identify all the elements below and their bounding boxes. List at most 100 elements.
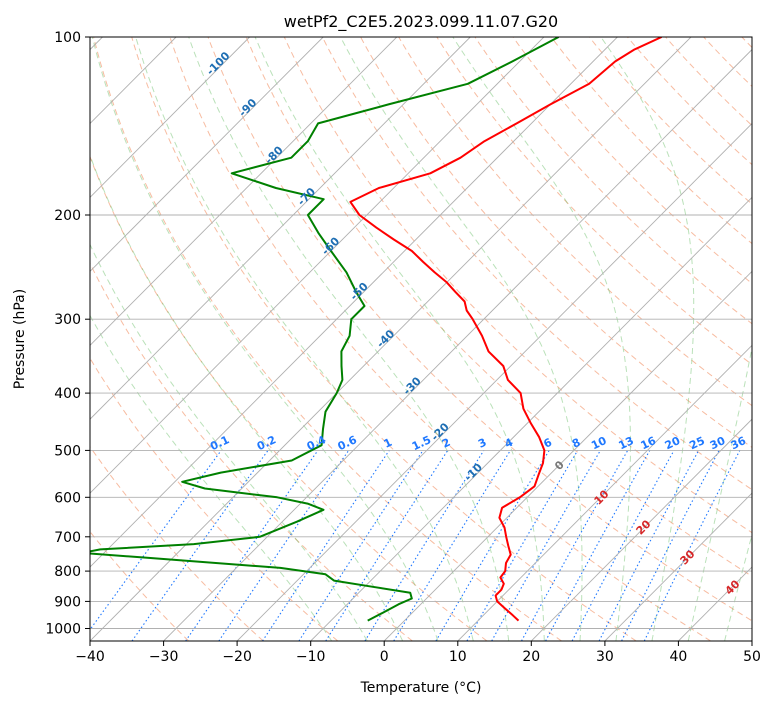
x-tick-label: 40 <box>669 649 687 665</box>
mixing-ratio-line <box>298 450 424 641</box>
mixing-ratio-label: 20 <box>663 434 683 452</box>
x-tick-label: −40 <box>75 649 105 665</box>
dry-adiabat-line <box>550 37 752 245</box>
mixing-ratio-line <box>545 450 651 641</box>
y-tick-label: 100 <box>54 30 81 46</box>
grid-lines <box>90 37 752 641</box>
dewpoint-profile-line <box>90 37 560 622</box>
dry-adiabat-label: 20 <box>634 517 654 537</box>
x-tick-label: 10 <box>449 649 467 665</box>
x-axis-ticks: −40 −30 −20 −10 0 10 20 30 40 50 <box>75 641 761 665</box>
y-tick-label: 1000 <box>45 622 81 638</box>
isotherm-grid-line <box>457 344 752 641</box>
x-tick-label: 0 <box>380 649 389 665</box>
dry-adiabat-line <box>90 262 413 641</box>
moist-adiabat-line <box>339 37 583 641</box>
mixing-ratio-line <box>218 450 350 641</box>
dry-adiabat-line <box>90 530 189 641</box>
x-tick-label: 50 <box>743 649 761 665</box>
moist-adiabat-line <box>600 37 695 641</box>
mixing-ratio-line <box>90 450 222 631</box>
dry-adiabat-line <box>245 37 752 577</box>
mixing-ratio-line <box>598 450 700 641</box>
mixing-ratio-label: 4 <box>503 436 516 451</box>
temperature-profile-line <box>349 37 663 622</box>
moist-adiabat-line <box>91 37 439 641</box>
isotherm-grid-line <box>310 196 752 641</box>
moist-adiabat-line <box>90 314 333 641</box>
isotherm-grid-line <box>90 37 618 568</box>
y-axis-label: Pressure (hPa) <box>12 289 28 389</box>
dry-adiabat-line <box>398 37 752 407</box>
mixing-ratio-line <box>521 450 629 641</box>
isotherm-grid-line <box>90 37 250 199</box>
mixing-ratio-line <box>364 450 485 641</box>
dry-adiabat-line <box>90 445 264 641</box>
dry-adiabat-line <box>90 155 488 641</box>
mixing-ratio-label: 25 <box>687 434 706 452</box>
moist-adiabat-label: -100 <box>204 49 233 78</box>
mixing-ratio-label: 10 <box>589 434 609 452</box>
moist-adiabat-line <box>687 345 752 641</box>
dry-adiabat-line <box>93 37 562 641</box>
dry-adiabat-line <box>90 357 339 641</box>
y-tick-label: 300 <box>54 312 81 328</box>
y-tick-label: 600 <box>54 490 81 506</box>
moist-adiabat-line <box>724 533 752 641</box>
dry-adiabat-line <box>131 37 637 641</box>
moist-adiabat-label: -40 <box>374 327 397 350</box>
dry-adiabat-line <box>207 37 752 622</box>
mixing-ratio-line <box>393 450 511 641</box>
isotherm-grid-line <box>236 122 752 641</box>
dry-adiabat-line <box>767 24 775 641</box>
moist-adiabat-line <box>135 37 474 641</box>
mixing-ratio-line <box>571 450 675 641</box>
dry-adiabat-line <box>588 37 752 205</box>
zero-isotherm-label: 0 <box>552 458 567 473</box>
moist-adiabat-line <box>452 37 631 641</box>
isotherm-grid-line <box>90 37 324 273</box>
moist-adiabat-label: -70 <box>295 185 318 208</box>
dry-adiabat-line <box>436 37 752 366</box>
mixing-ratio-label: 13 <box>617 434 636 452</box>
isotherm-grid-line <box>90 37 398 346</box>
dry-adiabat-line <box>360 37 752 448</box>
x-axis-label: Temperature (°C) <box>360 680 482 696</box>
dry-adiabat-line <box>626 37 752 166</box>
mixing-ratio-line <box>185 450 319 641</box>
dry-adiabat-label: 10 <box>592 487 612 507</box>
isotherm-grid-line <box>751 640 752 641</box>
mixing-ratio-line <box>643 450 741 641</box>
x-tick-label: 20 <box>522 649 540 665</box>
mixing-ratio-label: 36 <box>729 434 749 452</box>
x-tick-label: 30 <box>596 649 614 665</box>
isotherm-grid-line <box>90 37 545 494</box>
mixing-ratio-line <box>325 450 449 641</box>
moist-adiabat-label: -90 <box>236 96 259 119</box>
isotherm-grid-line <box>604 492 752 641</box>
y-tick-label: 500 <box>54 443 81 459</box>
y-tick-label: 200 <box>54 208 81 224</box>
x-tick-label: −30 <box>149 649 179 665</box>
plot-frame <box>89 36 753 642</box>
moist-adiabat-label: -30 <box>401 374 424 397</box>
mixing-ratio-label: 3 <box>476 436 488 451</box>
mixing-ratio-line <box>435 450 550 641</box>
y-axis-ticks: 100 200 300 400 500 600 700 800 900 1000 <box>45 30 90 638</box>
y-tick-label: 900 <box>54 594 81 610</box>
dry-adiabat-line <box>321 37 752 491</box>
mixing-ratio-line <box>491 450 601 641</box>
moist-adiabat-line <box>254 37 545 641</box>
dry-adiabat-line <box>702 37 752 88</box>
chart-title: wetPf2_C2E5.2023.099.11.07.G20 <box>284 12 558 32</box>
y-tick-label: 800 <box>54 564 81 580</box>
y-tick-label: 700 <box>54 530 81 546</box>
isotherm-grid-line <box>530 418 752 641</box>
plot-area: 0.1 0.2 0.4 0.6 1 1.5 2 3 4 6 8 10 13 16 20 25 30 36-100-… <box>90 24 775 641</box>
isotherm-grid-line <box>163 48 752 641</box>
mixing-ratio-lines <box>90 450 741 641</box>
mixing-ratio-line <box>131 450 269 641</box>
moist-adiabat-line <box>90 243 368 641</box>
sounding-series <box>90 37 663 622</box>
